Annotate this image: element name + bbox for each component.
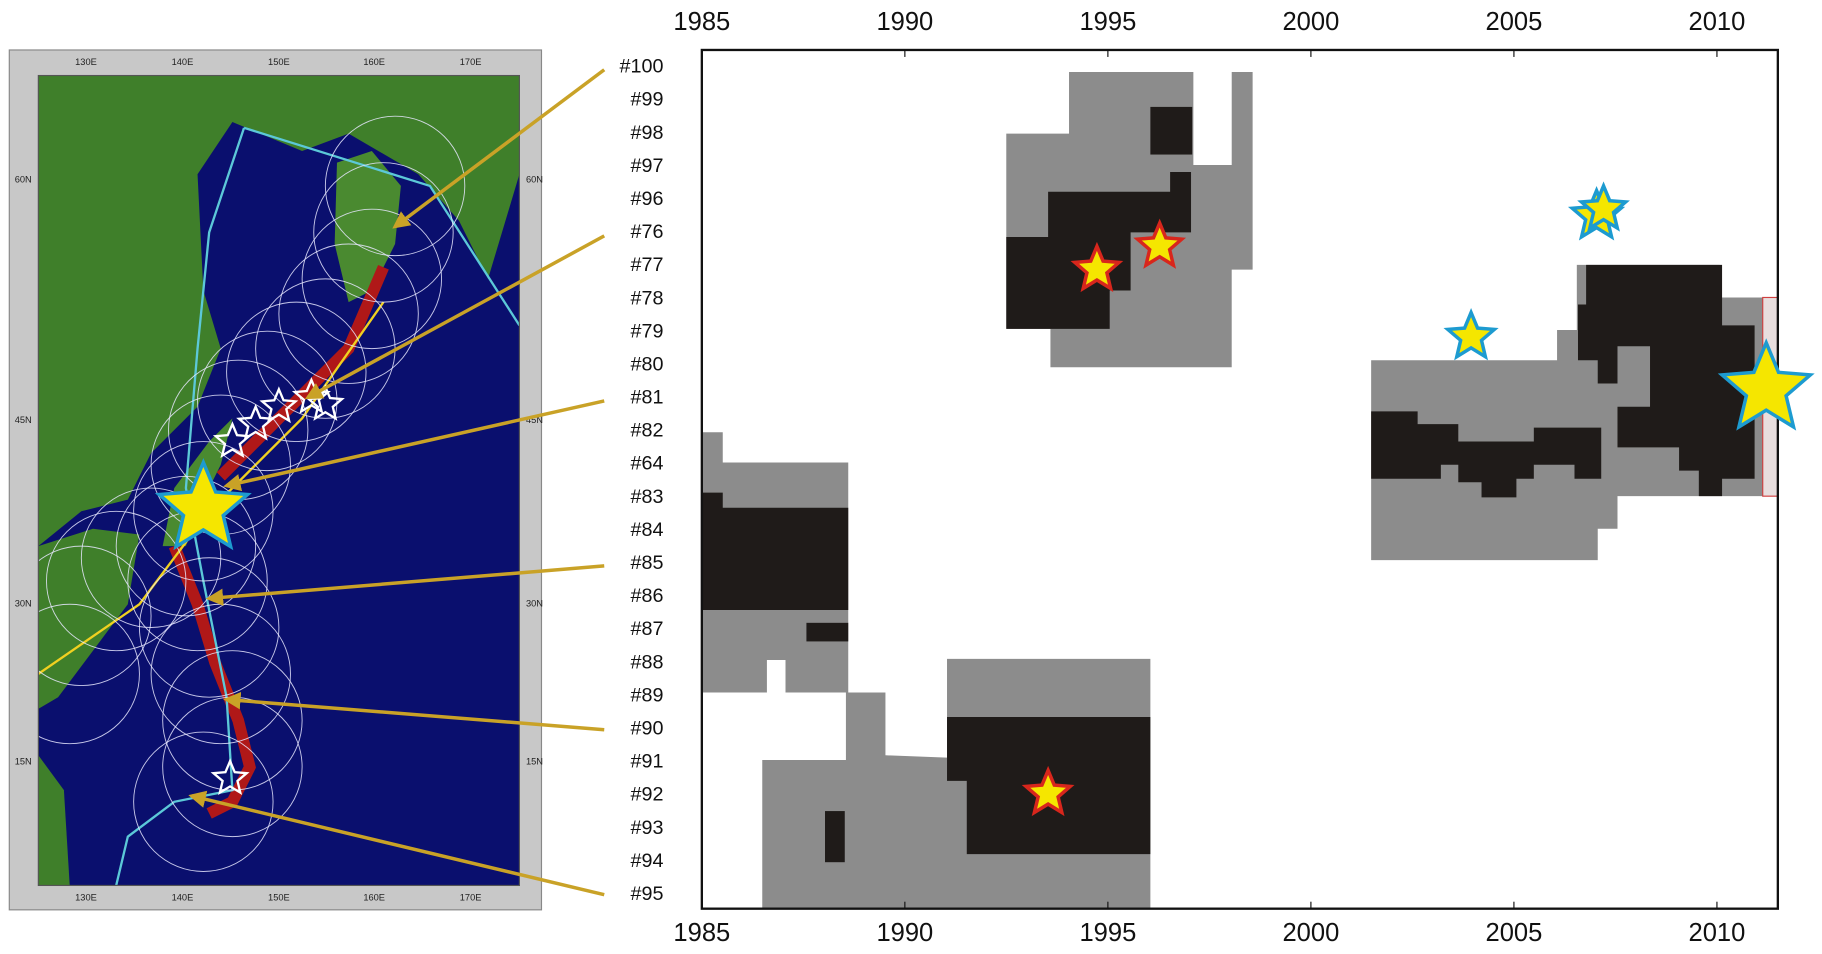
- lat-label: 45N: [15, 415, 32, 425]
- x-tick-label: 2005: [1485, 8, 1542, 36]
- x-tick-label: 1985: [673, 919, 730, 947]
- row-label: #100: [620, 56, 664, 78]
- x-tick-label: 2000: [1282, 919, 1339, 947]
- x-tick-label: 2000: [1282, 8, 1339, 36]
- row-label: #80: [631, 353, 664, 375]
- row-label: #78: [631, 287, 664, 309]
- row-label: #84: [631, 519, 664, 541]
- row-label: #95: [631, 883, 664, 905]
- row-label: #76: [631, 221, 664, 243]
- lon-label: 170E: [460, 57, 482, 67]
- lat-label: 15N: [15, 757, 32, 767]
- lon-label: 170E: [460, 893, 482, 903]
- region-black: [702, 493, 848, 610]
- lat-label: 30N: [526, 599, 543, 609]
- region-black: [825, 811, 845, 862]
- row-label: #64: [631, 453, 664, 475]
- map-panel: 130E 130E 140E 140E 150E 150E 160E 160E 170E 170E…: [0, 50, 543, 910]
- row-label: #79: [631, 320, 664, 342]
- x-tick-label: 1990: [876, 8, 933, 36]
- lat-label: 60N: [526, 175, 543, 185]
- row-label: #99: [631, 89, 664, 111]
- row-label: #82: [631, 420, 664, 442]
- alarm-region: [702, 72, 1778, 909]
- x-tick-label: 1995: [1079, 8, 1136, 36]
- lon-label: 140E: [172, 57, 194, 67]
- lon-label: 130E: [75, 57, 97, 67]
- row-label: #92: [631, 784, 664, 806]
- row-label: #91: [631, 751, 664, 773]
- x-tick-label: 2010: [1689, 919, 1746, 947]
- lat-label: 60N: [15, 175, 32, 185]
- row-label: #86: [631, 585, 664, 607]
- figure: 130E 130E 140E 140E 150E 150E 160E 160E 170E 170E…: [0, 0, 1822, 954]
- row-label: #94: [631, 850, 664, 872]
- row-label: #89: [631, 684, 664, 706]
- lon-label: 160E: [363, 893, 385, 903]
- timeline-panel: 1985 1985 1990 1990 1995 1995 2000 2000 2005 2005…: [620, 8, 1811, 947]
- row-label: #93: [631, 817, 664, 839]
- x-tick-label: 1985: [673, 8, 730, 36]
- row-label: #98: [631, 122, 664, 144]
- x-tick-label: 1990: [876, 919, 933, 947]
- row-label: #88: [631, 651, 664, 673]
- x-tick-label: 2005: [1485, 919, 1542, 947]
- row-label: #87: [631, 618, 664, 640]
- lon-label: 150E: [268, 893, 290, 903]
- row-label: #90: [631, 717, 664, 739]
- lon-label: 150E: [268, 57, 290, 67]
- row-label: #96: [631, 188, 664, 210]
- lon-label: 160E: [363, 57, 385, 67]
- star: [1448, 313, 1494, 357]
- lat-label: 15N: [526, 757, 543, 767]
- page: 130E 130E 140E 140E 150E 150E 160E 160E 170E 170E…: [0, 0, 1822, 954]
- row-label: #97: [631, 155, 664, 177]
- lat-label: 30N: [15, 599, 32, 609]
- x-tick-label: 2010: [1689, 8, 1746, 36]
- row-label: #81: [631, 387, 664, 409]
- row-label: #77: [631, 254, 664, 276]
- row-label: #85: [631, 552, 664, 574]
- row-label: #83: [631, 486, 664, 508]
- x-tick-label: 1995: [1079, 919, 1136, 947]
- region-black: [1150, 107, 1192, 155]
- lon-label: 130E: [75, 893, 97, 903]
- region-black: [806, 623, 848, 642]
- lon-label: 140E: [172, 893, 194, 903]
